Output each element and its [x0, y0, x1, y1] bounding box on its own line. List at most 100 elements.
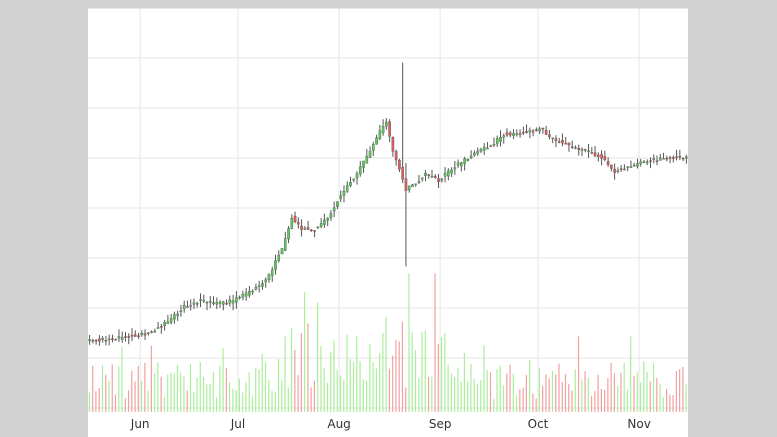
candle-body [424, 172, 427, 176]
volume-bar [418, 378, 420, 412]
candle-body [355, 173, 359, 179]
candle-body [228, 299, 232, 304]
candle-body [525, 131, 528, 133]
candle-body [567, 142, 571, 146]
volume-bar [581, 379, 583, 412]
candle-body [339, 195, 342, 199]
candle-body [407, 185, 411, 191]
volume-bar [545, 374, 547, 412]
candle-body [375, 137, 378, 145]
candle-body [613, 168, 616, 173]
candle-body [143, 333, 147, 336]
volume-bar [630, 336, 632, 412]
volume-bar [219, 365, 221, 412]
candle-body [535, 129, 538, 131]
candle-body [140, 333, 144, 335]
volume-bar [600, 389, 602, 412]
volume-bar [489, 372, 492, 412]
volume-bar [157, 362, 159, 412]
candle-body [300, 225, 303, 230]
candle-body [385, 121, 388, 127]
candle-body [287, 228, 290, 240]
volume-bar [502, 385, 505, 412]
volume-bar [365, 380, 368, 412]
candle-body [205, 301, 209, 304]
candle-body [349, 182, 352, 186]
volume-bar [186, 390, 188, 412]
volume-bar [535, 398, 537, 412]
volume-bar [317, 302, 319, 412]
candle-body [456, 162, 460, 166]
volume-bar [483, 345, 485, 412]
volume-bar [633, 375, 635, 412]
volume-bar [408, 273, 410, 412]
candle-body [623, 168, 626, 171]
candle-body [557, 141, 561, 143]
candle-body [518, 133, 522, 135]
volume-bar [320, 345, 322, 412]
volume-bar [111, 364, 113, 412]
volume-bar [496, 369, 498, 412]
volume-bar [382, 332, 384, 412]
x-tick-label: Jun [130, 417, 150, 431]
candle-body [476, 150, 479, 154]
volume-bar [564, 374, 567, 412]
volume-bar [336, 370, 338, 412]
price-chart: Jun Jul Aug Sep Oct Nov [88, 8, 688, 437]
volume-bar [454, 376, 456, 412]
volume-bar [323, 368, 325, 412]
volume-bar [313, 380, 316, 412]
volume-bar [467, 381, 469, 412]
volume-bar [558, 363, 560, 412]
volume-bar [98, 388, 100, 412]
volume-bar [183, 376, 185, 412]
volume-bar [551, 370, 554, 412]
candle-body [195, 303, 199, 305]
volume-bar [121, 347, 123, 412]
volume-bar [375, 368, 377, 412]
volume-bar [346, 334, 348, 412]
volume-bar [356, 336, 358, 412]
volume-bar [307, 323, 309, 412]
volume-bar [457, 367, 459, 412]
candle-body [636, 163, 639, 167]
volume-bar [463, 352, 466, 412]
candle-body [597, 154, 600, 157]
candle-body [173, 314, 176, 320]
x-tick-label: Jul [230, 417, 245, 431]
volume-bar [251, 396, 254, 412]
candle-body [577, 147, 581, 150]
candle-body [466, 159, 470, 161]
volume-bar [473, 379, 475, 412]
candle-body [238, 296, 241, 299]
volume-bar [297, 375, 299, 412]
candle-body [420, 177, 424, 180]
candle-body [499, 137, 502, 142]
volume-bar [206, 384, 208, 412]
candle-body [365, 156, 369, 164]
candle-body [473, 152, 476, 156]
candle-body [583, 149, 587, 151]
candle-body [222, 301, 225, 305]
candle-body [538, 128, 541, 132]
candle-body [430, 175, 434, 178]
grid [88, 8, 688, 412]
volume-bar [542, 386, 544, 412]
candle-body [574, 147, 577, 149]
candle-body [160, 326, 163, 328]
volume-bar [522, 387, 524, 412]
volume-bar [427, 376, 430, 412]
candle-body [147, 332, 150, 335]
volume-bar [509, 364, 511, 412]
volume-bar [268, 380, 270, 412]
candle-body [120, 337, 124, 340]
volume-bar [193, 391, 195, 412]
volume-bar [114, 394, 117, 412]
volume-bar [300, 333, 302, 412]
candle-body [254, 286, 258, 290]
candle-body [127, 336, 131, 338]
volume-bar [675, 370, 677, 412]
candle-body [283, 238, 287, 251]
volume-bar [529, 360, 531, 412]
volume-bar [493, 398, 495, 412]
